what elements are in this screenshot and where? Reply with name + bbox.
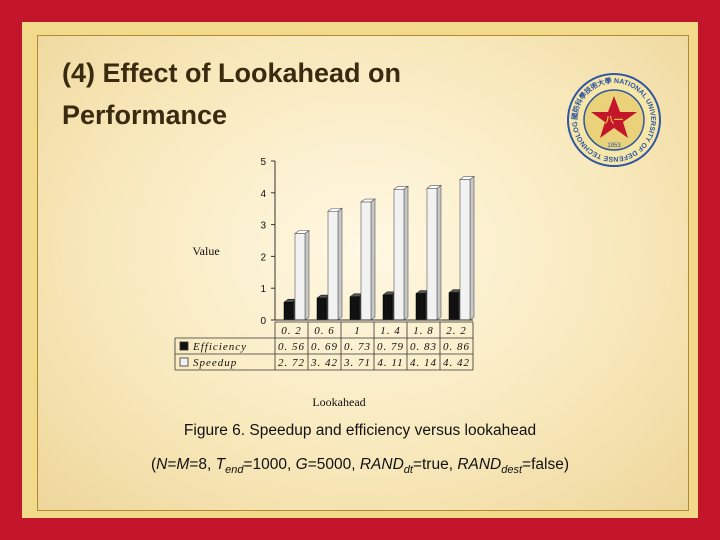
slide-title: (4) Effect of Lookahead on Performance [62, 58, 402, 130]
efficiency-bar [283, 301, 294, 321]
legend-swatch [179, 357, 189, 367]
legend-label: Efficiency [192, 341, 247, 353]
data-label: 0. 73 [344, 341, 371, 353]
x-axis-label: Lookahead [312, 395, 365, 409]
speedup-bar [360, 201, 372, 321]
param-eq6: =false) [522, 456, 570, 473]
legend-swatch [179, 341, 189, 351]
speedup-bar-side [337, 207, 343, 321]
speedup-bar [426, 188, 438, 321]
param-eq5: =true, [412, 456, 458, 473]
speedup-bar-side [304, 229, 310, 321]
speedup-bar [294, 233, 306, 321]
y-tick-label: 2 [260, 252, 266, 263]
speedup-bar [459, 179, 471, 321]
x-tick-label: 2. 2 [446, 325, 467, 337]
y-tick-label: 1 [260, 284, 266, 295]
data-label: 0. 83 [410, 341, 437, 353]
efficiency-bar [382, 294, 393, 321]
x-tick-label: 1. 4 [380, 325, 401, 337]
data-label: 2. 72 [278, 357, 305, 369]
data-label: 3. 42 [310, 357, 338, 369]
data-label: 0. 79 [377, 341, 404, 353]
param-n: N [156, 456, 168, 473]
y-tick-label: 0 [260, 316, 266, 327]
figure-caption: Figure 6. Speedup and efficiency versus … [183, 422, 537, 439]
figure-parameters: (N=M=8, Tend=1000, G=5000, RANDdt=true, … [60, 456, 660, 476]
y-tick-label: 4 [260, 189, 266, 200]
param-g: G [295, 456, 308, 473]
param-eq3: =1000, [243, 456, 296, 473]
x-tick-label: 1 [354, 325, 361, 337]
param-rand-dest: RAND [457, 456, 502, 473]
speedup-bar-side [469, 175, 475, 321]
x-tick-label: 0. 2 [281, 325, 302, 337]
speedup-bar-side [370, 198, 376, 321]
speedup-bar [393, 189, 405, 321]
param-rand-dest-sub: dest [501, 464, 523, 477]
data-label: 3. 71 [343, 357, 371, 369]
data-label: 4. 14 [410, 357, 437, 369]
param-rand-dt: RAND [359, 456, 404, 473]
legend-label: Speedup [193, 357, 237, 369]
efficiency-bar [349, 296, 360, 321]
param-eq4: =5000, [307, 456, 360, 473]
efficiency-bar [448, 292, 459, 321]
params-open: ( [150, 456, 157, 473]
emblem-year: 1953 [607, 143, 621, 149]
emblem-center-text: 八一 [604, 115, 623, 126]
y-tick-label: 5 [260, 157, 266, 168]
data-label: 4. 42 [443, 357, 470, 369]
param-rand-dt-sub: dt [403, 464, 413, 477]
efficiency-bar [415, 293, 426, 321]
param-t-sub: end [225, 464, 244, 477]
param-eq2: =8, [189, 456, 216, 473]
param-eq1: = [167, 456, 177, 473]
x-tick-label: 0. 6 [314, 325, 335, 337]
x-tick-label: 1. 8 [413, 325, 434, 337]
efficiency-bar [316, 297, 327, 321]
y-tick-label: 3 [260, 221, 266, 232]
university-emblem-icon: 國防科學技術大學 NATIONAL UNIVERSITY OF DEFENSE … [566, 72, 661, 167]
param-t: T [215, 456, 226, 473]
data-label: 4. 11 [377, 357, 403, 369]
speedup-bar-side [403, 185, 409, 321]
data-label: 0. 86 [443, 341, 470, 353]
y-axis-label: Value [192, 244, 219, 258]
data-label: 0. 56 [278, 341, 305, 353]
data-label: 0. 69 [311, 341, 338, 353]
speedup-bar-side [436, 184, 442, 321]
speedup-bar [327, 210, 339, 321]
param-m: M [176, 456, 190, 473]
